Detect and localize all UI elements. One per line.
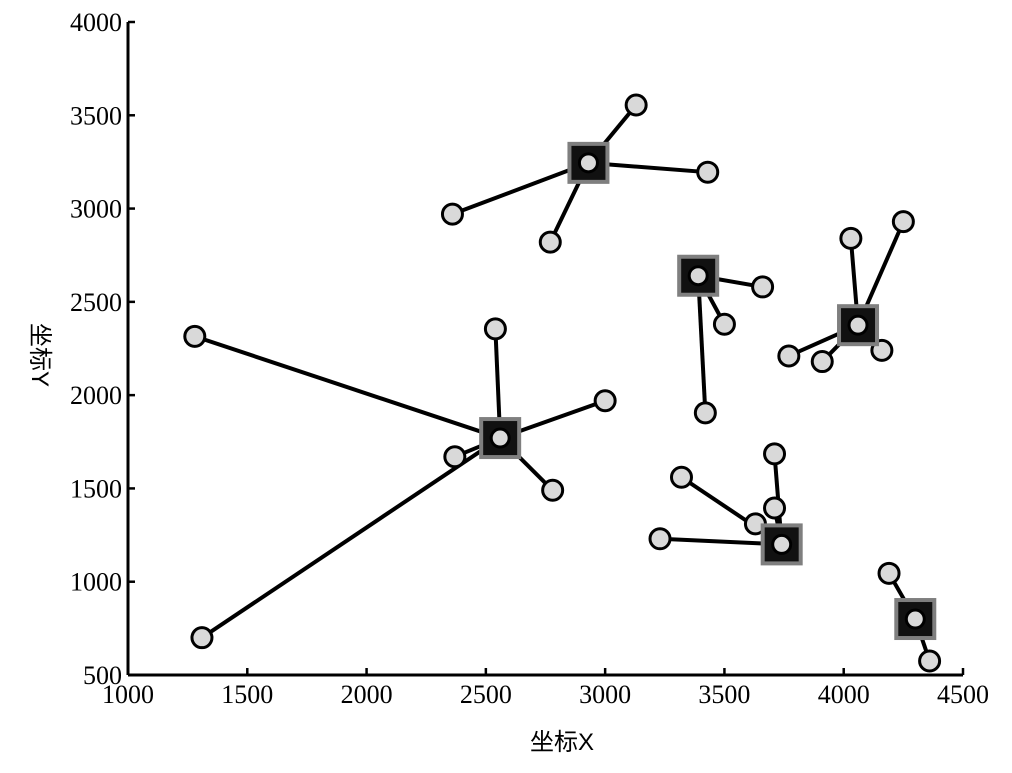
data-point xyxy=(183,324,207,348)
data-point xyxy=(810,350,834,374)
cluster-link xyxy=(194,334,501,440)
cluster-link xyxy=(451,160,590,217)
x-tick-label: 1500 xyxy=(221,680,273,709)
cluster-centers xyxy=(479,141,937,641)
y-tick-label: 3000 xyxy=(70,195,122,224)
center-point xyxy=(577,152,599,174)
x-tick-label: 2000 xyxy=(341,680,393,709)
data-point xyxy=(877,561,901,585)
tick-marks xyxy=(126,20,965,677)
y-tick-label: 1500 xyxy=(70,474,122,503)
y-tick-label: 2000 xyxy=(70,381,122,410)
data-point xyxy=(777,344,801,368)
data-point xyxy=(593,389,617,413)
center-point xyxy=(687,265,709,287)
x-tick-label: 2500 xyxy=(460,680,512,709)
data-point xyxy=(712,312,736,336)
y-tick-label: 500 xyxy=(83,661,122,690)
y-tick-label: 2500 xyxy=(70,288,122,317)
axes xyxy=(126,22,963,677)
y-tick-label: 3500 xyxy=(70,101,122,130)
center-point xyxy=(847,314,869,336)
cluster-link xyxy=(696,275,708,413)
data-point xyxy=(763,496,787,520)
data-point xyxy=(696,160,720,184)
y-tick-label: 4000 xyxy=(70,8,122,37)
data-point xyxy=(891,210,915,234)
data-point xyxy=(190,626,214,650)
center-point xyxy=(904,608,926,630)
data-points xyxy=(183,93,942,673)
data-point xyxy=(693,401,717,425)
data-point xyxy=(763,442,787,466)
x-tick-label: 3500 xyxy=(698,680,750,709)
data-point xyxy=(538,230,562,254)
y-tick-label: 1000 xyxy=(70,568,122,597)
data-point xyxy=(440,202,464,226)
data-point xyxy=(541,478,565,502)
data-point xyxy=(648,527,672,551)
data-point xyxy=(624,93,648,117)
x-tick-label: 1000 xyxy=(102,680,154,709)
center-point xyxy=(771,533,793,555)
cluster-link xyxy=(200,436,502,640)
data-point xyxy=(443,445,467,469)
y-axis-label: 坐标Y xyxy=(26,323,53,387)
center-point xyxy=(489,427,511,449)
x-tick-label: 3000 xyxy=(579,680,631,709)
data-point xyxy=(839,226,863,250)
data-point xyxy=(751,275,775,299)
x-axis-label: 坐标X xyxy=(530,729,594,756)
data-point xyxy=(669,465,693,489)
cluster-center xyxy=(894,598,937,641)
data-point xyxy=(483,317,507,341)
tick-labels: 1000 1500 2000 2500 3000 3500 4000 450050010001… xyxy=(70,8,989,709)
cluster-links xyxy=(194,103,932,662)
x-tick-label: 4000 xyxy=(818,680,870,709)
x-tick-label: 4500 xyxy=(937,680,989,709)
data-point xyxy=(918,649,942,673)
